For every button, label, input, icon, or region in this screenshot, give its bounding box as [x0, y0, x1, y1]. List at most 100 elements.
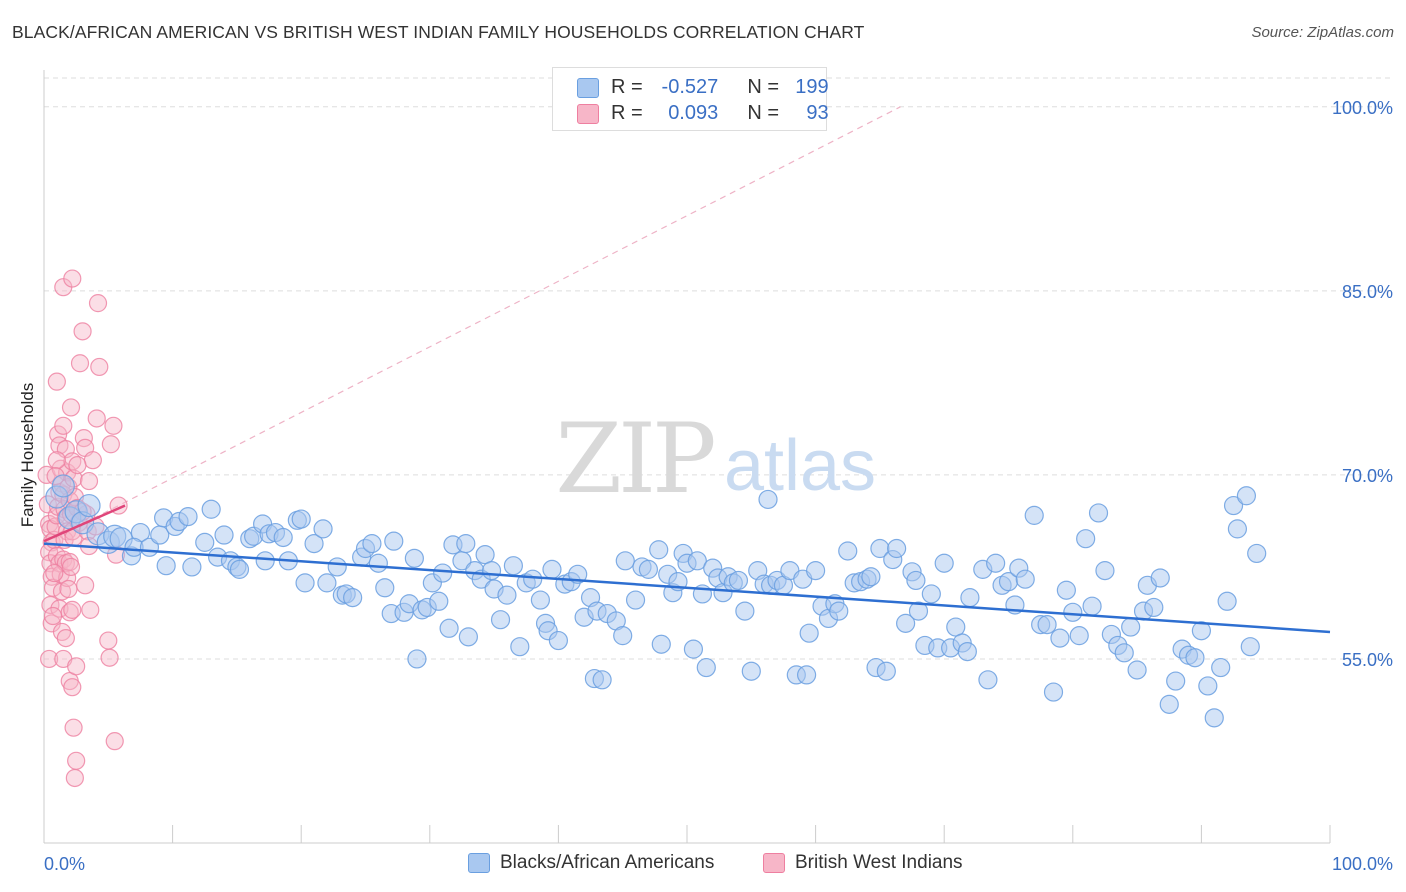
blacks-point: [1043, 682, 1064, 702]
bwi-point: [87, 409, 106, 428]
blacks-point: [946, 617, 966, 637]
bwi-point: [56, 628, 75, 648]
bwi-point: [68, 455, 87, 475]
blacks-point: [758, 489, 778, 510]
trend-lines: [43, 504, 1331, 634]
blacks-point: [327, 557, 347, 577]
bwi-point: [74, 428, 93, 448]
r-label: R =: [611, 102, 643, 124]
tick-labels: 55.0% 70.0% 85.0% 100.0% 0.0% 100.0%: [44, 98, 1393, 874]
blacks-point: [1037, 614, 1057, 635]
blacks-point: [304, 534, 324, 554]
blacks-point: [429, 591, 449, 611]
chart-title: BLACK/AFRICAN AMERICAN VS BRITISH WEST I…: [12, 22, 865, 42]
blacks-point: [530, 590, 550, 610]
watermark-zip: ZIP: [555, 403, 714, 515]
blacks-point: [510, 637, 530, 657]
blacks-point: [291, 509, 311, 529]
r-label: R =: [611, 76, 643, 98]
blacks-point: [1185, 648, 1205, 668]
blacks-point: [1056, 580, 1076, 600]
blacks-point: [1050, 628, 1070, 648]
legend-label-bwi: British West Indians: [795, 852, 963, 873]
blacks-point: [1191, 621, 1212, 641]
blacks-point: [876, 661, 896, 681]
legend-swatch-blue: [468, 853, 490, 873]
blacks-point: [1204, 708, 1224, 728]
blacks-point: [273, 527, 293, 548]
blacks-point: [178, 507, 198, 527]
bwi-trend-line: [43, 504, 126, 543]
bwi-point: [63, 600, 82, 619]
blacks-point: [490, 610, 511, 630]
bwi-point: [88, 294, 108, 313]
blacks-point: [921, 584, 941, 604]
bwi-point: [99, 631, 118, 650]
blacks-point: [1217, 591, 1237, 611]
blacks-point: [313, 519, 333, 539]
bwi-point: [79, 471, 99, 491]
blacks-point: [1076, 529, 1096, 549]
blacks-point: [214, 525, 234, 545]
correlation-legend: R = -0.527 N = 199 R = 0.093 N = 93: [552, 67, 829, 131]
blacks-point: [195, 532, 215, 552]
blacks-point: [542, 559, 562, 579]
bwi-point: [104, 416, 123, 435]
bwi-point: [100, 648, 119, 667]
blacks-point: [986, 553, 1006, 573]
bwi-point: [47, 451, 66, 470]
bwi-point: [47, 372, 66, 391]
blacks-point: [51, 474, 75, 498]
blacks-point: [805, 561, 826, 581]
blacks-point: [896, 613, 916, 633]
bwi-point: [61, 557, 81, 577]
blacks-point: [1082, 596, 1102, 616]
blacks-point: [934, 553, 954, 573]
blacks-point: [613, 626, 633, 646]
legend-swatch-pink: [577, 104, 599, 124]
blacks-point: [638, 559, 659, 579]
blacks-point: [615, 551, 635, 571]
bwi-point: [67, 751, 86, 770]
bwi-point: [63, 678, 82, 697]
blacks-point: [456, 534, 476, 554]
blacks-point: [651, 634, 671, 654]
blacks-point: [548, 630, 569, 651]
blacks-point: [1127, 660, 1147, 680]
blacks-point: [523, 569, 543, 589]
blacks-points: [45, 474, 1267, 728]
blacks-point: [439, 618, 459, 638]
blacks-point: [728, 570, 749, 591]
y-tick-label: 85.0%: [1342, 282, 1393, 302]
blacks-point: [741, 661, 761, 681]
blacks-point: [978, 670, 998, 690]
r-value-bwi: 0.093: [668, 102, 719, 124]
blacks-point: [77, 493, 101, 518]
bwi-point: [40, 649, 59, 669]
blacks-point: [1227, 519, 1248, 539]
blacks-point: [683, 639, 704, 659]
bwi-point: [101, 435, 120, 454]
blacks-point: [433, 563, 453, 583]
blacks-point: [625, 590, 646, 610]
bwi-point: [43, 606, 63, 626]
blacks-point: [1236, 486, 1257, 506]
blacks-point: [384, 531, 404, 551]
bwi-point: [70, 354, 90, 373]
bwi-point: [45, 563, 64, 583]
blacks-point: [799, 623, 819, 643]
blacks-point: [458, 627, 478, 647]
bwi-point: [90, 357, 109, 377]
blacks-point: [343, 588, 363, 608]
bwi-point: [64, 718, 83, 737]
blacks-trend-line: [43, 542, 1331, 634]
blacks-point: [1114, 643, 1134, 663]
blacks-point: [295, 573, 315, 593]
blacks-point: [1166, 671, 1186, 691]
blacks-point: [481, 561, 502, 581]
blacks-point: [229, 559, 250, 579]
y-tick-label: 55.0%: [1342, 650, 1393, 670]
bwi-point: [54, 416, 73, 435]
bwi-point: [67, 657, 86, 676]
blacks-point: [368, 553, 388, 573]
